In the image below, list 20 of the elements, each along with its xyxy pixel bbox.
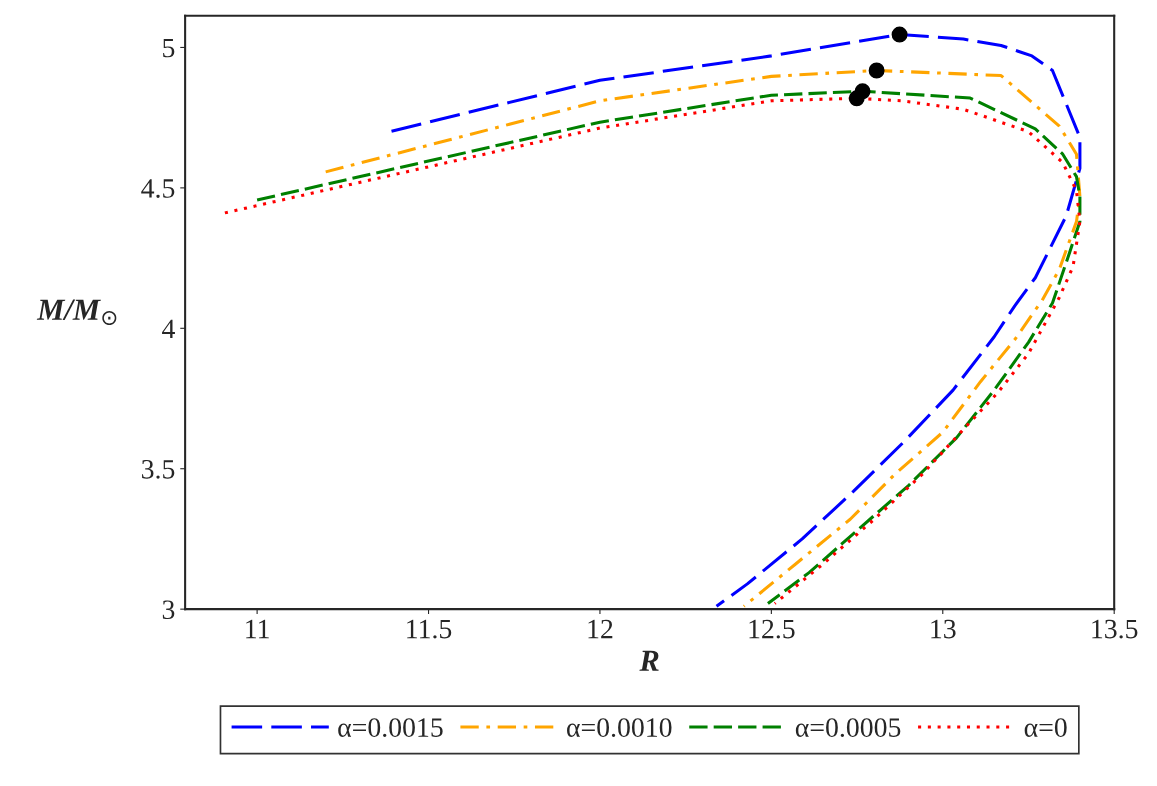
x-tick-label: 13.5 <box>1092 619 1138 639</box>
x-tick-label: 13 <box>931 619 956 639</box>
x-axis-title: R <box>639 650 659 671</box>
point <box>891 26 908 43</box>
legend-label: α=0 <box>1024 718 1067 737</box>
legend-label: α=0.0015 <box>338 718 443 738</box>
x-tick-label: 12 <box>588 619 613 639</box>
point <box>848 90 865 107</box>
x-tick-label: 11 <box>246 619 269 639</box>
y-tick-label: 3.5 <box>142 459 175 479</box>
y-tick-label: 3 <box>162 600 175 620</box>
legend-label: α=0.0010 <box>567 718 672 738</box>
legend-label: α=0.0005 <box>795 718 901 738</box>
x-tick-label: 12.5 <box>749 619 795 639</box>
y-tick-label: 5 <box>163 38 175 58</box>
y-tick-label: 4 <box>162 319 175 338</box>
x-tick-label: 11.5 <box>407 619 452 639</box>
y-axis-title: M/M$_{⊙}$ <box>36 299 117 326</box>
y-tick-label: 4.5 <box>141 179 175 198</box>
point <box>868 62 885 79</box>
